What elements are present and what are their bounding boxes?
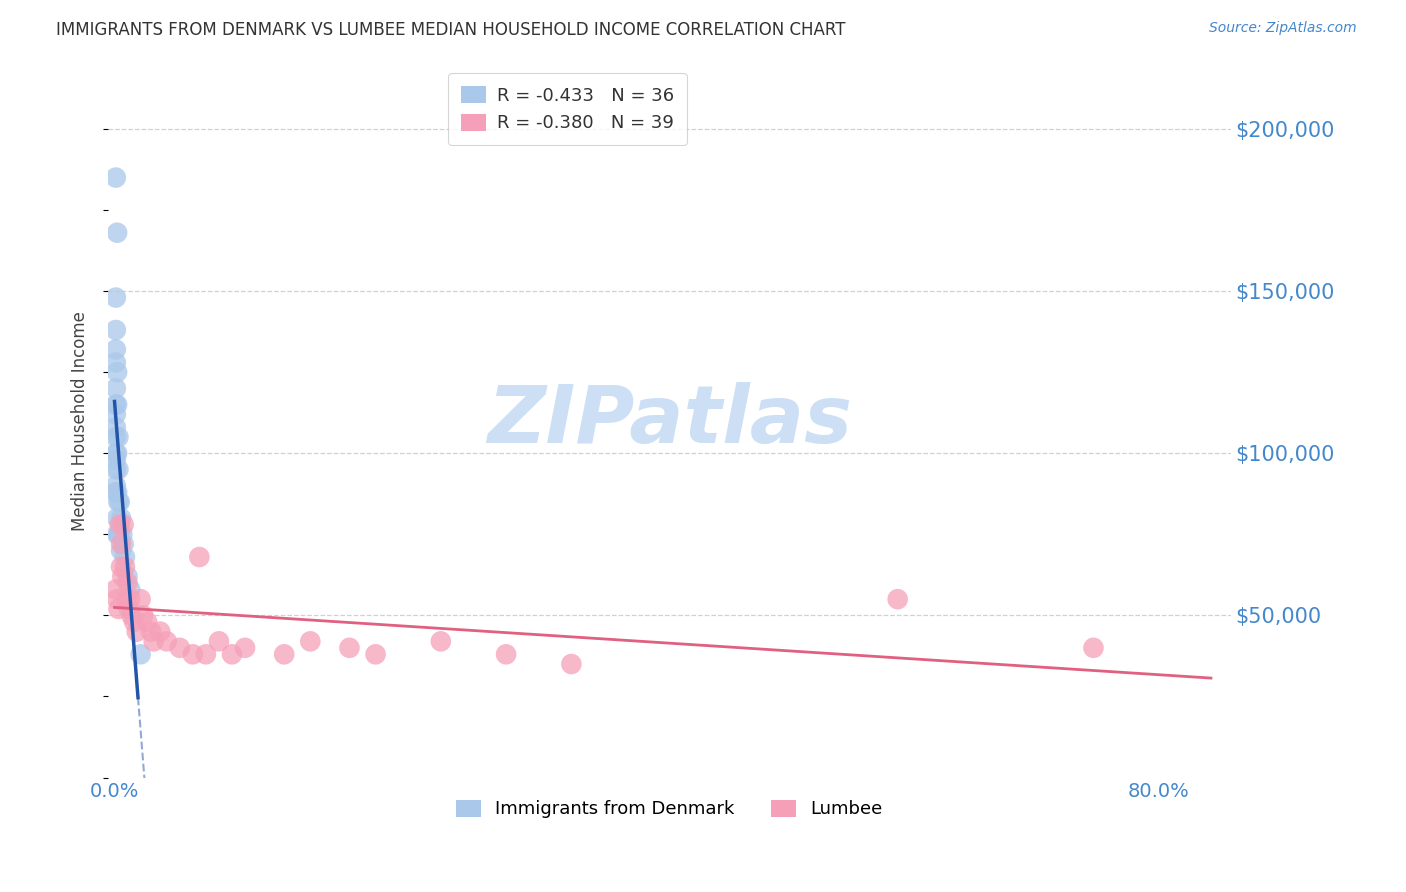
Point bbox=[104, 291, 127, 305]
Point bbox=[208, 634, 231, 648]
Point bbox=[107, 462, 129, 476]
Point bbox=[104, 343, 127, 357]
Point bbox=[430, 634, 453, 648]
Y-axis label: Median Household Income: Median Household Income bbox=[72, 311, 89, 531]
Point bbox=[108, 517, 131, 532]
Point bbox=[121, 608, 143, 623]
Point bbox=[156, 634, 179, 648]
Point bbox=[104, 323, 127, 337]
Point bbox=[107, 495, 129, 509]
Point bbox=[120, 582, 142, 597]
Point bbox=[108, 495, 131, 509]
Point bbox=[104, 430, 127, 444]
Point bbox=[111, 569, 134, 583]
Point bbox=[110, 537, 132, 551]
Point bbox=[115, 592, 138, 607]
Point bbox=[107, 527, 129, 541]
Point bbox=[125, 624, 148, 639]
Point bbox=[120, 592, 142, 607]
Point bbox=[104, 381, 127, 395]
Point bbox=[188, 549, 211, 564]
Point bbox=[105, 592, 128, 607]
Point bbox=[364, 648, 387, 662]
Point bbox=[112, 517, 135, 532]
Point bbox=[117, 576, 139, 591]
Point bbox=[104, 355, 127, 369]
Point bbox=[129, 592, 152, 607]
Point bbox=[142, 634, 165, 648]
Point bbox=[105, 365, 128, 379]
Text: IMMIGRANTS FROM DENMARK VS LUMBEE MEDIAN HOUSEHOLD INCOME CORRELATION CHART: IMMIGRANTS FROM DENMARK VS LUMBEE MEDIAN… bbox=[56, 21, 846, 38]
Point bbox=[104, 420, 127, 434]
Point bbox=[110, 559, 132, 574]
Point bbox=[105, 485, 128, 500]
Text: ZIPatlas: ZIPatlas bbox=[486, 382, 852, 459]
Point bbox=[104, 452, 127, 467]
Point bbox=[886, 592, 908, 607]
Point bbox=[107, 430, 129, 444]
Point bbox=[122, 615, 145, 629]
Point bbox=[104, 478, 127, 492]
Point bbox=[105, 511, 128, 525]
Point bbox=[114, 549, 136, 564]
Point bbox=[104, 407, 127, 421]
Point bbox=[104, 446, 127, 460]
Point bbox=[233, 640, 256, 655]
Text: Source: ZipAtlas.com: Source: ZipAtlas.com bbox=[1209, 21, 1357, 35]
Point bbox=[112, 537, 135, 551]
Point bbox=[104, 398, 127, 412]
Point bbox=[105, 226, 128, 240]
Point bbox=[273, 648, 295, 662]
Point bbox=[560, 657, 582, 671]
Point bbox=[221, 648, 243, 662]
Point bbox=[108, 527, 131, 541]
Point bbox=[107, 602, 129, 616]
Point bbox=[105, 527, 128, 541]
Point bbox=[495, 648, 517, 662]
Point bbox=[104, 582, 127, 597]
Point bbox=[111, 527, 134, 541]
Point bbox=[104, 485, 127, 500]
Point bbox=[105, 398, 128, 412]
Point bbox=[129, 648, 152, 662]
Point bbox=[149, 624, 172, 639]
Point bbox=[136, 615, 159, 629]
Point bbox=[110, 511, 132, 525]
Point bbox=[105, 446, 128, 460]
Point bbox=[117, 569, 139, 583]
Point bbox=[118, 602, 141, 616]
Point bbox=[169, 640, 191, 655]
Point bbox=[114, 559, 136, 574]
Point bbox=[181, 648, 204, 662]
Point bbox=[110, 543, 132, 558]
Point bbox=[339, 640, 361, 655]
Point bbox=[104, 170, 127, 185]
Point bbox=[104, 462, 127, 476]
Point bbox=[139, 624, 162, 639]
Point bbox=[299, 634, 322, 648]
Point bbox=[1083, 640, 1105, 655]
Point bbox=[194, 648, 217, 662]
Point bbox=[132, 608, 155, 623]
Legend: Immigrants from Denmark, Lumbee: Immigrants from Denmark, Lumbee bbox=[449, 792, 890, 826]
